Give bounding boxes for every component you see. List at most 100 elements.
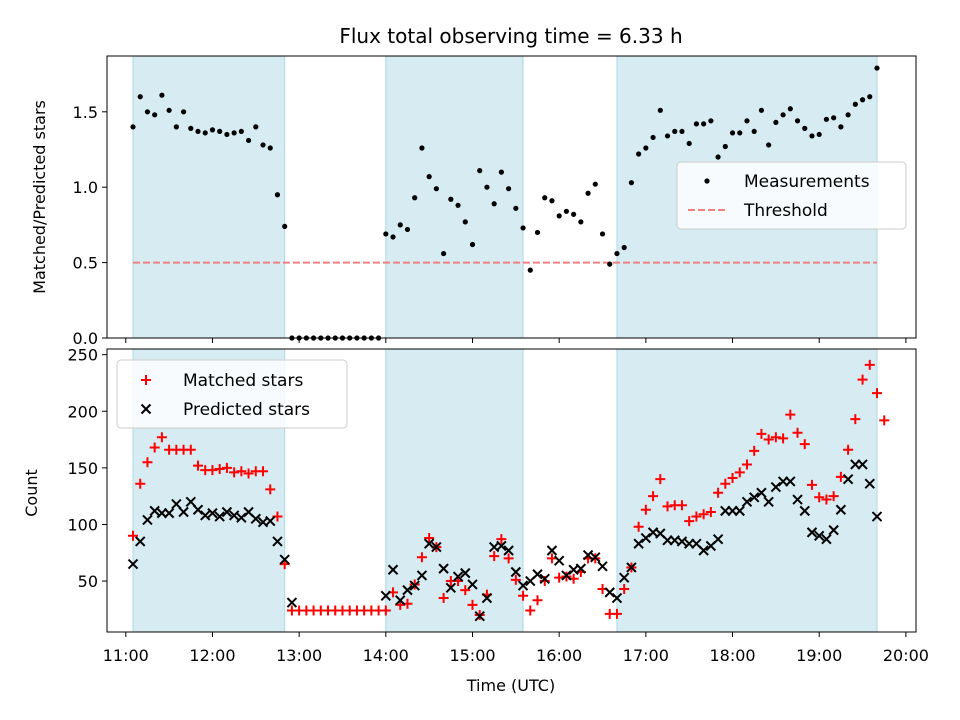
measurement-point [621,244,627,251]
predicted-star-point [712,533,724,545]
predicted-star-point [871,511,883,522]
matched-star-point [460,585,471,596]
measurement-point [202,130,208,136]
top-y-tick-label: 1.5 [73,103,98,122]
predicted-star-point [380,590,392,601]
predicted-star-point [510,566,522,578]
matched-star-point [756,428,767,439]
matched-star-point [510,574,521,585]
predicted-star-point [460,567,471,579]
bottom-axes-frame [106,348,917,633]
predicted-star-point [402,584,413,596]
measurement-point [802,125,808,131]
predicted-star-point [438,563,449,574]
measurement-point [766,142,772,148]
matched-star-point [727,473,738,484]
measurement-point [874,65,880,71]
ratio-panel: 0.0 0.5 1.0 1.5 Measurements Threshold [73,55,917,348]
measurement-point [737,130,743,136]
predicted-star-point [575,563,587,574]
predicted-star-point [200,510,211,521]
bottom-x-tick-label: 11:00 [103,646,149,665]
measurement-point [708,118,714,124]
measurement-point [845,112,851,118]
measurement-point [188,125,194,131]
matched-star-point [424,533,435,544]
matched-star-point [546,553,557,564]
predicted-star-point [546,545,558,556]
predicted-star-point [806,527,818,538]
bottom-x-tick-label: 19:00 [796,646,842,665]
measurement-point [643,145,649,151]
x-axis-label: Time (UTC) [466,676,555,695]
matched-star-point [778,433,789,444]
measurement-point [390,234,396,240]
measurement-point [282,223,288,230]
predicted-star-point [582,549,594,561]
predicted-star-point [250,513,262,525]
predicted-star-point [561,570,572,581]
matched-star-point [785,409,796,420]
matched-star-point [662,501,673,512]
matched-star-point [142,457,153,468]
bottom-legend: Matched stars Predicted stars [116,359,348,429]
matched-legend-marker [141,375,151,385]
predicted-star-point [792,494,803,505]
predicted-star-point [835,504,847,515]
measurement-point [672,128,678,135]
measurement-point [217,128,223,135]
measurement-point [614,250,620,257]
matched-star-point [850,414,861,425]
measurement-point [173,124,179,130]
predicted-star-point [171,498,182,510]
matched-star-point [525,605,536,616]
matched-star-point [864,359,875,370]
legend-box [116,359,348,429]
matched-star-point [821,494,832,505]
matched-star-point [871,388,882,399]
predicted-star-point [532,569,543,580]
matched-star-point [749,445,760,456]
predicted-star-point [467,579,478,590]
measurement-point [534,229,541,236]
bottom-x-tick-label: 16:00 [536,646,582,665]
bottom-y-tick-label: 250 [67,346,98,365]
measurement-point [838,124,844,130]
matched-star-point [691,511,702,522]
measurement-point [159,92,165,98]
predicted-star-point [756,487,767,498]
matched-star-point [156,432,167,443]
measurement-point [686,140,692,147]
predicted-star-point [618,572,630,583]
matched-star-point [799,439,810,450]
measurement-point [209,127,216,133]
measurement-point [527,267,533,273]
matched-star-point [611,608,622,619]
predicted-star-point [214,511,225,522]
measurement-point [722,143,728,150]
matched-star-point [258,466,269,477]
measurement-point [758,107,765,113]
measurement-point [650,134,656,141]
measurement-point [657,107,663,113]
measurement-point [484,184,490,190]
measurement-point [404,226,411,233]
predicted-star-point [821,533,832,545]
matched-star-point [814,492,825,503]
bottom-x-tick-label: 18:00 [709,646,755,665]
predicted-star-point [135,536,146,547]
predicted-star-point [842,473,854,485]
matched-star-point [648,491,659,502]
matched-star-point [265,484,276,495]
measurements-legend-marker [704,178,710,184]
predicted-star-point [604,587,615,598]
predicted-star-point [387,564,399,575]
measurement-point [152,112,158,118]
measurement-point [823,116,830,122]
measurement-point [693,121,700,127]
predicted-star-point [611,592,623,604]
measurement-point [571,211,577,217]
bottom-x-tick-label: 20:00 [883,646,929,665]
shaded-interval [616,348,878,633]
matched-star-point [193,460,204,471]
